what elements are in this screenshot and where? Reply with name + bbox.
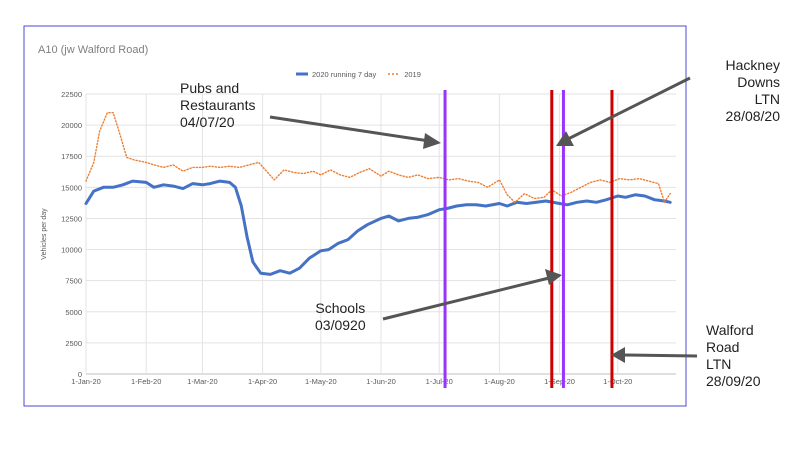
y-tick-label: 17500 xyxy=(61,152,82,161)
x-tick-label: 1-Oct-20 xyxy=(603,377,632,386)
arrowhead-pubs xyxy=(423,133,441,149)
annotation-walford-line4: 28/09/20 xyxy=(706,373,761,389)
axis-ticks: 0 2500 5000 7500 10000 12500 15000 17500 20000 22… xyxy=(61,90,632,386)
x-tick-label: 1-Jul-20 xyxy=(426,377,453,386)
y-tick-label: 0 xyxy=(78,370,82,379)
x-tick-label: 1-Jan-20 xyxy=(71,377,101,386)
annotation-walford-line2: Road xyxy=(706,339,740,355)
y-tick-label: 5000 xyxy=(65,308,82,317)
arrowhead-hackney xyxy=(556,131,574,146)
arrowhead-walford xyxy=(611,347,625,363)
arrow-pubs xyxy=(269,115,437,144)
y-tick-label: 15000 xyxy=(61,183,82,192)
y-tick-label: 22500 xyxy=(61,90,82,99)
x-tick-label: 1-Mar-20 xyxy=(187,377,217,386)
x-tick-label: 1-Jun-20 xyxy=(366,377,396,386)
legend: 2020 running 7 day 2019 xyxy=(296,70,421,79)
arrow-schools xyxy=(382,275,554,321)
annotation-schools: Schools 03/0920 xyxy=(315,300,366,334)
annotation-schools-line2: 03/0920 xyxy=(315,317,366,333)
annotation-walford: Walford Road LTN 28/09/20 xyxy=(706,322,761,390)
x-tick-label: 1-May-20 xyxy=(305,377,337,386)
x-tick-label: 1-Aug-20 xyxy=(484,377,515,386)
annotation-walford-line3: LTN xyxy=(706,356,732,372)
series-line-primary xyxy=(84,179,672,276)
y-tick-label: 12500 xyxy=(61,214,82,223)
y-tick-label: 20000 xyxy=(61,121,82,130)
series-line-secondary xyxy=(85,111,671,204)
y-tick-label: 10000 xyxy=(61,246,82,255)
annotation-schools-line1: Schools xyxy=(315,300,366,316)
legend-label: 2019 xyxy=(404,70,421,79)
y-tick-label: 7500 xyxy=(65,277,82,286)
arrow-hackney xyxy=(565,76,691,142)
annotation-hackney-line4: 28/08/20 xyxy=(725,108,781,124)
annotation-walford-line1: Walford xyxy=(706,322,754,338)
annotation-hackney-line3: LTN xyxy=(754,91,780,107)
legend-label: 2020 running 7 day xyxy=(312,70,376,79)
annotation-pubs: Pubs and Restaurants 04/07/20 xyxy=(180,80,255,131)
annotation-pubs-line2: Restaurants xyxy=(180,97,256,113)
annotation-pubs-line3: 04/07/20 xyxy=(180,114,235,130)
y-axis-label: Vehicles per day xyxy=(41,208,48,260)
annotation-arrows xyxy=(269,76,698,363)
annotation-hackney-line1: Hackney xyxy=(725,57,780,73)
annotation-pubs-line1: Pubs and xyxy=(180,80,240,96)
annotation-hackney-line2: Downs xyxy=(737,74,780,90)
y-tick-label: 2500 xyxy=(65,339,82,348)
chart-frame xyxy=(23,25,687,407)
arrowhead-schools xyxy=(545,269,562,285)
x-tick-label: 1-Sep-20 xyxy=(544,377,575,386)
chart-title: A10 (jw Walford Road) xyxy=(38,44,148,56)
x-tick-label: 1-Feb-20 xyxy=(131,377,161,386)
x-tick-label: 1-Apr-20 xyxy=(248,377,277,386)
series-lines xyxy=(84,111,672,276)
arrow-walford xyxy=(621,353,698,358)
annotation-hackney: Hackney Downs LTN 28/08/20 xyxy=(690,57,781,125)
